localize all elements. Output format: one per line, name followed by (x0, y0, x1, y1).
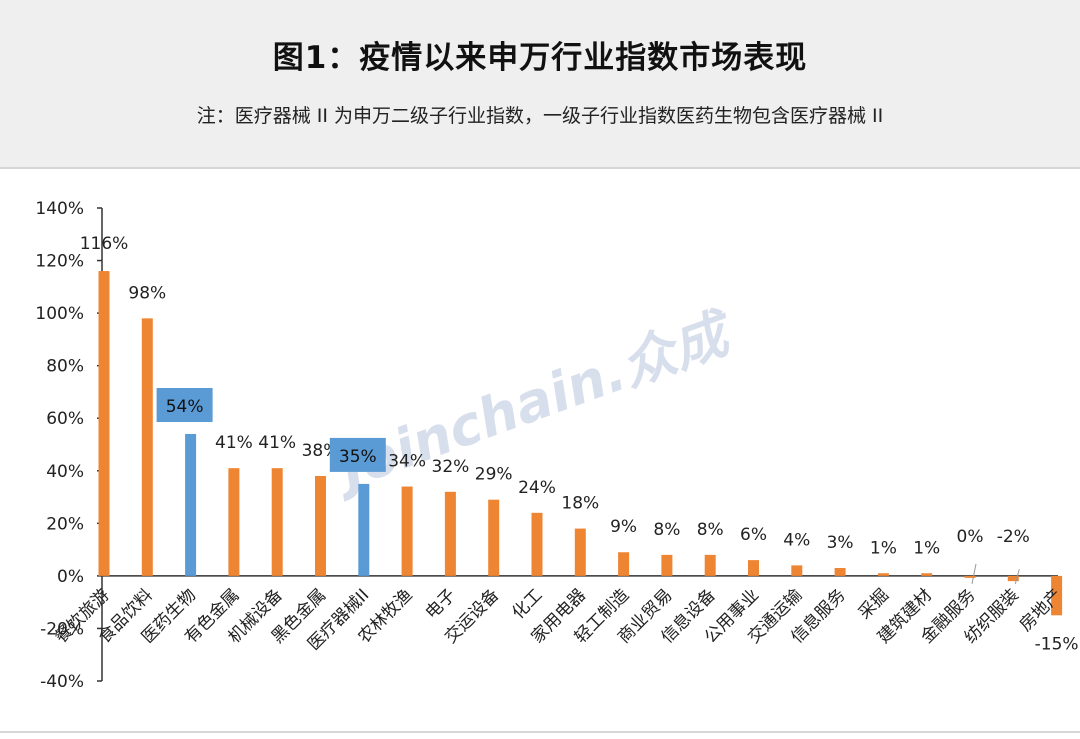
y-tick-label: -40% (40, 672, 84, 692)
category-label: 化工 (508, 585, 546, 623)
bar (748, 560, 759, 576)
value-label: 116% (80, 234, 129, 254)
bar (358, 483, 370, 576)
bar-chart: Joinchain.众成 140%120%100%80%60%40%20%0%-… (35, 199, 1079, 692)
category-label: 采掘 (855, 585, 893, 623)
watermark: Joinchain.众成 (323, 300, 743, 504)
value-label: 8% (653, 520, 680, 540)
bar (271, 468, 283, 576)
chart-title: 图1：疫情以来申万行业指数市场表现 (272, 40, 808, 76)
bar (574, 528, 586, 576)
bar (228, 468, 240, 576)
bar (877, 573, 889, 576)
bar (618, 552, 630, 576)
label-leader (1014, 569, 1020, 585)
bar (964, 575, 976, 578)
value-label: 1% (870, 538, 897, 558)
label-layer: 116%98%54%41% 41% 38% 35% 34% 32% 29%24%18%9% 8… (80, 234, 1079, 654)
y-tick-label: 60% (46, 409, 84, 429)
value-label: -15% (1035, 634, 1079, 654)
y-tick-label: 20% (46, 514, 84, 534)
bar (488, 499, 500, 576)
value-label: 32% (432, 457, 470, 477)
bar (315, 476, 326, 576)
bar (185, 433, 197, 576)
bar (98, 271, 110, 576)
highlight-label-box (156, 387, 213, 422)
bar (444, 491, 456, 576)
value-label: 6% (740, 525, 767, 545)
value-label: 34% (388, 452, 426, 472)
y-tick-label: 140% (35, 199, 84, 219)
value-label: 41% (258, 433, 296, 453)
y-tick-label: 120% (35, 252, 84, 272)
chart-note: 注：医疗器械 II 为申万二级子行业指数，一级子行业指数医药生物包含医疗器械 I… (196, 105, 884, 127)
value-label: -2% (997, 527, 1030, 547)
y-tick-label: 0% (57, 567, 84, 587)
value-label: 29% (475, 465, 513, 485)
value-label: 41% (215, 433, 253, 453)
value-label: 0% (957, 527, 984, 547)
bar (401, 486, 413, 576)
bar (791, 565, 803, 576)
bar (661, 554, 673, 576)
chart-area: Joinchain.众成 140% 120% 100% 80% 60% 40% 20% 0% -… (0, 169, 1080, 735)
bar (531, 512, 543, 576)
value-label: 18% (561, 494, 599, 514)
value-label: 3% (827, 533, 854, 553)
bar (834, 568, 846, 576)
bar (1007, 575, 1019, 582)
bar (704, 554, 716, 576)
label-leader (971, 563, 977, 584)
axis-layer: 140% 120% 100% 80% 60% 40% 20% 0% -20% -40% (35, 199, 1058, 692)
bar (141, 318, 153, 576)
value-label: 24% (518, 478, 556, 498)
value-label: 98% (128, 283, 166, 303)
y-tick-label: 80% (46, 357, 84, 377)
y-tick-label: 100% (35, 304, 84, 324)
bar (921, 573, 933, 576)
value-label: 54% (166, 397, 204, 417)
chart-header: 图1：疫情以来申万行业指数市场表现 注：医疗器械 II 为申万二级子行业指数，一… (0, 0, 1080, 169)
value-label: 35% (339, 447, 377, 467)
value-label: 1% (913, 538, 940, 558)
value-label: 4% (783, 530, 810, 550)
bar (1051, 575, 1063, 616)
highlight-label-box (329, 437, 386, 472)
bar-layer (98, 271, 1063, 616)
value-label: 8% (697, 520, 724, 540)
y-tick-label: 40% (46, 462, 84, 482)
bottom-divider (0, 731, 1080, 733)
category-label: 电子 (422, 585, 460, 623)
y-tick-label: -20% (40, 619, 84, 639)
value-label: 9% (610, 517, 637, 537)
